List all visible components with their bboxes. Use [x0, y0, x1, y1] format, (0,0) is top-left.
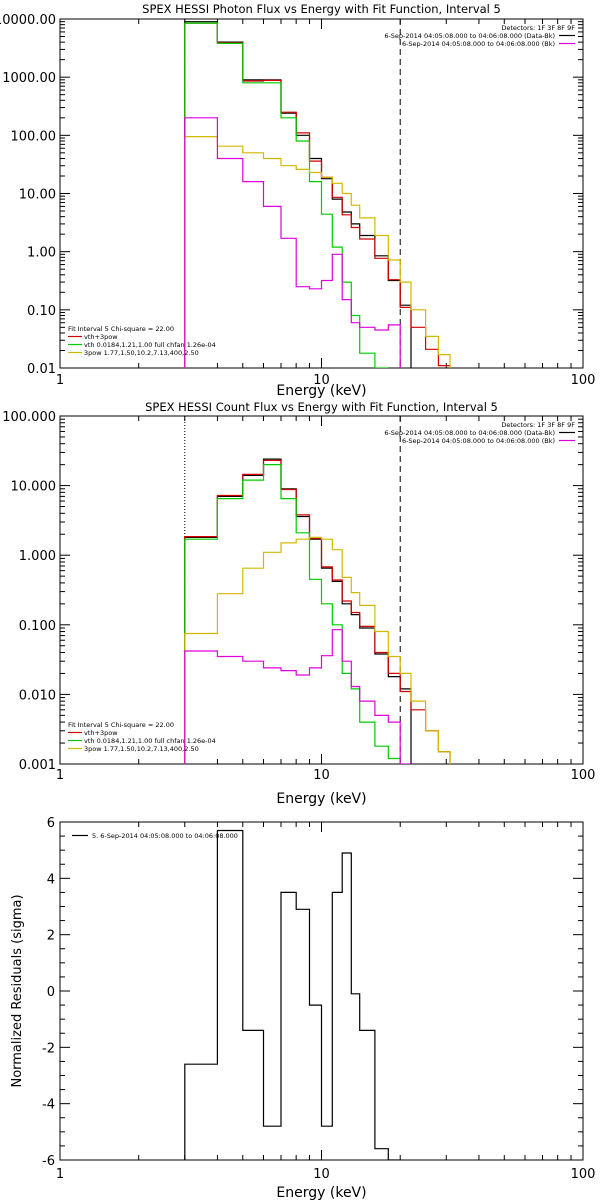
x-tick-label: 100 [571, 373, 596, 388]
series-3pow-line [184, 536, 451, 764]
legend-top-entry: 6-Sep-2014 04:05:08.000 to 04:06:08.000 … [402, 40, 555, 48]
y-tick-label: 100.000 [2, 410, 56, 425]
x-axis-label: Energy (keV) [276, 383, 366, 399]
series-3pow-line [184, 136, 451, 368]
chart-title: SPEX HESSI Count Flux vs Energy with Fit… [145, 400, 498, 414]
legend-bottom-entry: vth 0.0184,1.21,1.00 full chfan 1.26e-04 [84, 341, 216, 349]
y-tick-label: 4 [47, 872, 55, 887]
x-tick-label: 10 [313, 373, 330, 388]
x-tick-label: 100 [571, 768, 596, 783]
series-data-line [184, 458, 412, 764]
y-tick-label: 0.100 [19, 619, 56, 634]
y-tick-label: 10000.00 [0, 13, 56, 28]
y-tick-label: 100.00 [11, 129, 57, 144]
y-tick-label: 0.01 [27, 362, 56, 377]
count-flux-panel: SPEX HESSI Count Flux vs Energy with Fit… [2, 400, 595, 807]
residuals-panel: 1 10 100 Energy (keV) 6 4 2 0 -2 -4 -6 Normalized R… [10, 816, 596, 1201]
x-axis-label: Energy (keV) [276, 1185, 366, 1200]
x-tick-label: 1 [56, 373, 64, 388]
y-tick-label: 1.000 [19, 549, 56, 564]
chart-title: SPEX HESSI Photon Flux vs Energy with Fi… [142, 2, 501, 16]
y-tick-label: 0 [47, 985, 55, 1000]
series-vth-line [184, 22, 389, 368]
legend-top-entry: 6-Sep-2014 04:05:08.000 to 04:06:08.000 … [384, 429, 555, 437]
y-tick-label: 1.00 [27, 246, 56, 261]
series-bk-line [184, 629, 411, 764]
x-tick-label: 1 [56, 1167, 64, 1182]
x-tick-label: 10 [313, 1167, 330, 1182]
series-model-total-line [184, 459, 451, 764]
legend-bottom-entry: vth+3pow [84, 333, 118, 341]
y-tick-label: 0.001 [19, 758, 56, 773]
y-tick-label: -4 [42, 1098, 55, 1113]
x-tick-label: 10 [313, 768, 330, 783]
y-axis-label: Normalized Residuals (sigma) [10, 894, 25, 1087]
y-tick-label: 6 [47, 816, 55, 831]
x-tick-label: 100 [571, 1167, 596, 1182]
photon-flux-panel: SPEX HESSI Photon Flux vs Energy with Fi… [0, 2, 595, 399]
y-tick-label: 10.00 [19, 188, 56, 203]
legend-top-entry: Detectors: 1F 3F 8F 9F [501, 24, 575, 32]
y-tick-label: 10.000 [11, 480, 57, 495]
series-bk-line [184, 117, 401, 368]
y-tick-label: 2 [47, 929, 55, 944]
series-vth-line [184, 464, 401, 764]
legend-bottom-entry: vth+3pow [84, 729, 118, 737]
y-tick-label: -6 [42, 1154, 55, 1169]
y-tick-label: 0.10 [27, 304, 56, 319]
legend-bottom-entry: 3pow 1.77,1.50,10.2,7.13,400,2.50 [84, 349, 199, 357]
x-axis-label: Energy (keV) [276, 791, 366, 807]
series-data-line [184, 829, 401, 1160]
series-model-total-line [184, 22, 451, 368]
legend-bottom-entry: Fit Interval 5 Chi-square = 22.00 [68, 325, 174, 333]
x-tick-label: 1 [56, 768, 64, 783]
series-data-line [184, 21, 412, 368]
y-tick-label: -2 [42, 1041, 55, 1056]
y-tick-label: 0.010 [19, 688, 56, 703]
legend-bottom-entry: vth 0.0184,1.21,1.00 full chfan 1.26e-04 [84, 737, 216, 745]
legend-top-entry: Detectors: 1F 3F 8F 9F [501, 421, 575, 429]
legend-bottom-entry: Fit Interval 5 Chi-square = 22.00 [68, 721, 174, 729]
legend-top-entry: 6-Sep-2014 04:05:08.000 to 04:06:08.000 … [402, 437, 555, 445]
legend-bottom-entry: 3pow 1.77,1.50,10.2,7.13,400,2.50 [84, 745, 199, 753]
y-tick-label: 1000.00 [2, 71, 56, 86]
legend-top-entry: 6-Sep-2014 04:05:08.000 to 04:06:08.000 … [384, 32, 555, 40]
legend-entry: 5. 6-Sep-2014 04:05:08.000 to 04:06:08.0… [92, 832, 238, 840]
